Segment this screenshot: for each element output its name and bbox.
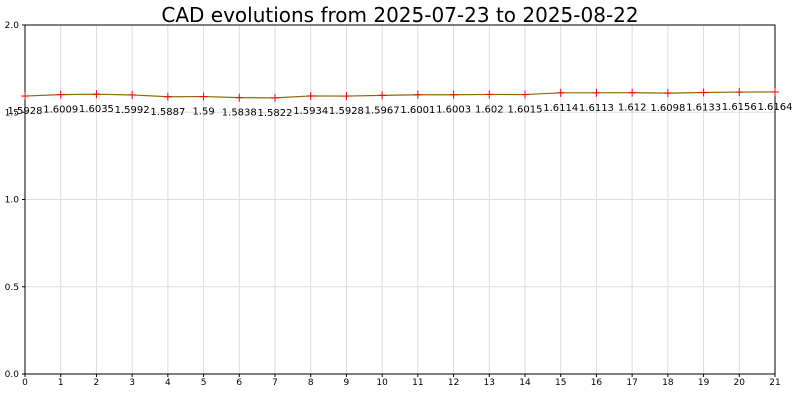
series-line: [24, 91, 776, 99]
data-label: 1.5838: [222, 108, 257, 119]
x-tick-label: 17: [626, 378, 637, 388]
x-tick-label: 21: [769, 378, 780, 388]
data-label: 1.5928: [329, 106, 364, 117]
data-point: [592, 88, 601, 97]
data-label: 1.6015: [508, 105, 543, 116]
y-tick-label: 0.5: [5, 283, 19, 293]
data-label: 1.5967: [365, 105, 400, 116]
grid: [24, 24, 776, 375]
x-tick-label: 4: [165, 378, 171, 388]
x-tick-label: 0: [22, 378, 28, 388]
x-tick-label: 3: [129, 378, 135, 388]
data-point: [449, 90, 458, 99]
data-label: 1.5928: [8, 106, 43, 117]
x-tick-label: 18: [662, 378, 674, 388]
data-point: [56, 90, 65, 99]
data-label: 1.6164: [758, 102, 793, 113]
data-point: [521, 90, 529, 99]
x-tick-label: 10: [376, 378, 388, 388]
x-tick-label: 16: [591, 378, 603, 388]
data-point: [556, 88, 565, 97]
data-point: [128, 90, 137, 99]
series: [21, 87, 779, 102]
data-point: [163, 92, 172, 101]
data-point: [271, 93, 279, 102]
x-tick-label: 20: [734, 378, 746, 388]
data-label: 1.602: [475, 104, 504, 115]
x-tick-label: 15: [555, 378, 566, 388]
chart-title: CAD evolutions from 2025-07-23 to 2025-0…: [161, 3, 638, 27]
x-tick-label: 9: [344, 378, 350, 388]
data-point: [663, 89, 672, 98]
data-label: 1.6035: [79, 104, 114, 115]
data-label: 1.6133: [686, 102, 721, 113]
x-tick-label: 14: [519, 378, 531, 388]
x-tick-label: 19: [698, 378, 710, 388]
x-tick-label: 7: [272, 378, 278, 388]
y-tick-label: 1.0: [5, 196, 20, 206]
data-label: 1.6009: [43, 105, 78, 116]
data-labels: 1.5928 1.6009 1.6035 1.5992 1.5887 1.59 1.5838…: [8, 102, 793, 119]
data-point: [92, 90, 101, 99]
data-point: [699, 88, 708, 97]
data-point: [771, 87, 779, 96]
data-label: 1.6001: [400, 105, 435, 116]
data-point: [378, 91, 387, 100]
x-tick-label: 8: [308, 378, 314, 388]
data-point: [413, 90, 422, 99]
x-tick-label: 5: [201, 378, 207, 388]
x-tick-label: 11: [412, 378, 423, 388]
y-tick-label: 1.5: [5, 108, 19, 118]
y-axis: 0.0 0.5 1.0 1.5 2.0: [5, 21, 25, 380]
x-tick-label: 13: [484, 378, 495, 388]
data-label: 1.6098: [650, 103, 685, 114]
data-point: [235, 93, 244, 102]
data-label: 1.6114: [543, 103, 578, 114]
y-tick-label: 2.0: [5, 21, 20, 31]
data-point: [628, 88, 637, 97]
data-label: 1.5992: [115, 105, 150, 116]
data-label: 1.5934: [293, 106, 328, 117]
x-axis: 0 1 2 3 4 5 6 7 8 9 10 11 12 13 14 15 16 17 18 19 20 21: [22, 374, 781, 388]
data-label: 1.59: [192, 107, 214, 118]
data-point: [485, 90, 494, 99]
data-label: 1.5822: [258, 108, 293, 119]
data-label: 1.6113: [579, 103, 614, 114]
data-point: [735, 88, 744, 97]
x-tick-label: 12: [448, 378, 459, 388]
x-tick-label: 1: [58, 378, 64, 388]
data-point: [342, 92, 351, 101]
data-label: 1.6003: [436, 105, 471, 116]
x-tick-label: 2: [94, 378, 100, 388]
y-tick-label: 0.0: [5, 370, 20, 380]
data-label: 1.612: [618, 103, 647, 114]
data-label: 1.5887: [150, 107, 185, 118]
data-point: [306, 91, 315, 100]
data-point: [21, 92, 29, 101]
data-point: [199, 92, 208, 101]
data-label: 1.6156: [722, 102, 757, 113]
x-tick-label: 6: [236, 378, 242, 388]
